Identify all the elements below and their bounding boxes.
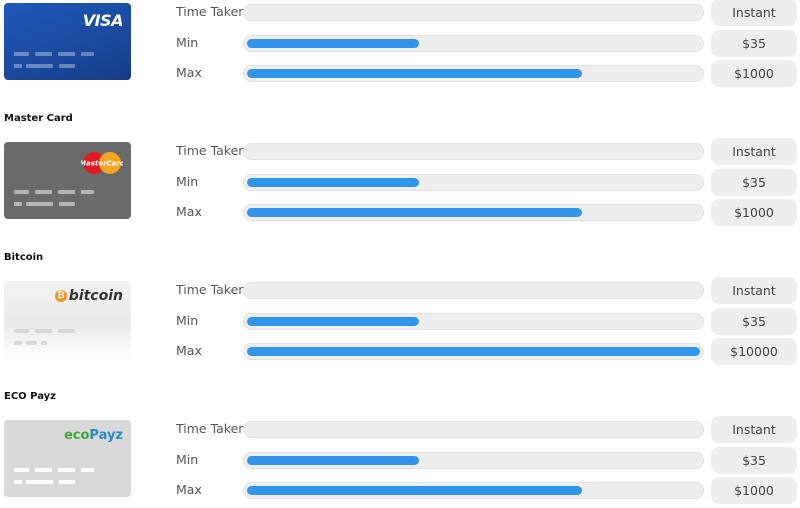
max-label: Max <box>176 65 202 80</box>
time-taken-value: Instant <box>711 416 797 443</box>
max-value: $1000 <box>711 199 797 226</box>
time-taken-label: Time Taken <box>176 143 247 158</box>
card-holder-dash <box>14 202 22 206</box>
ecopayz-logo-payz: Payz <box>89 428 123 443</box>
bitcoin-coin-icon: ₿ <box>54 290 67 302</box>
card-holder-dash <box>14 480 22 484</box>
card-number-dash <box>58 190 75 194</box>
card-number-dash <box>58 329 75 333</box>
max-track <box>243 482 704 499</box>
card-number-dash <box>35 190 52 194</box>
mastercard-logo: MasterCard <box>81 152 123 174</box>
time-taken-label: Time Taken <box>176 282 247 297</box>
max-bar-fill <box>247 486 582 495</box>
max-label: Max <box>176 204 202 219</box>
max-bar-fill <box>247 69 582 78</box>
min-label: Min <box>176 313 199 328</box>
ecopayz-logo-eco: eco <box>63 428 90 443</box>
card-holder-dash <box>26 480 53 484</box>
card-number-dash <box>58 468 75 472</box>
min-value: $35 <box>711 30 797 57</box>
card-number-dash <box>14 329 29 333</box>
min-value: $35 <box>711 308 797 335</box>
min-value: $35 <box>711 447 797 474</box>
min-label: Min <box>176 35 199 50</box>
mastercard-card-image: MasterCard <box>4 142 131 219</box>
time-taken-label: Time Taken <box>176 421 247 436</box>
method-title-ecopayz: ECO Payz <box>4 391 56 402</box>
min-bar-fill <box>247 456 419 465</box>
max-label: Max <box>176 343 202 358</box>
min-bar-fill <box>247 178 419 187</box>
max-label: Max <box>176 482 202 497</box>
visa-card-image: VISA <box>4 3 131 80</box>
card-number-dash <box>35 468 52 472</box>
card-holder-dash <box>14 64 22 68</box>
min-track <box>243 174 704 191</box>
max-track <box>243 343 704 360</box>
card-holder-dash <box>59 64 75 68</box>
card-number-dash <box>14 190 29 194</box>
time-taken-value: Instant <box>711 0 797 26</box>
min-track <box>243 313 704 330</box>
card-number-dash <box>14 52 29 56</box>
bitcoin-logo: ₿ bitcoin <box>54 288 123 304</box>
card-number-dash <box>81 468 94 472</box>
card-number-dash <box>14 468 29 472</box>
method-title-bitcoin: Bitcoin <box>4 252 44 263</box>
max-bar-fill <box>247 347 700 356</box>
mastercard-logo-text: MasterCard <box>81 160 123 168</box>
card-number-dash <box>35 329 52 333</box>
time-taken-track <box>243 4 704 21</box>
max-track <box>243 204 704 221</box>
max-track <box>243 65 704 82</box>
max-value: $1000 <box>711 477 797 504</box>
min-track <box>243 452 704 469</box>
max-bar-fill <box>247 208 582 217</box>
time-taken-track <box>243 421 704 438</box>
visa-logo: VISA <box>82 11 124 30</box>
card-holder-dash <box>14 341 22 345</box>
min-label: Min <box>176 452 199 467</box>
time-taken-label: Time Taken <box>176 4 247 19</box>
ecopayz-logo: ecoPayz <box>64 428 123 443</box>
method-title-mastercard: Master Card <box>4 113 73 124</box>
card-number-dash <box>35 52 52 56</box>
card-holder-dash <box>59 202 75 206</box>
min-bar-fill <box>247 39 419 48</box>
ecopayz-card-image: ecoPayz <box>4 420 131 497</box>
card-holder-dash <box>26 202 53 206</box>
min-bar-fill <box>247 317 419 326</box>
card-holder-dash <box>41 341 47 345</box>
card-holder-dash <box>26 64 53 68</box>
time-taken-track <box>243 282 704 299</box>
min-label: Min <box>176 174 199 189</box>
card-number-dash <box>81 52 94 56</box>
card-number-dash <box>81 190 94 194</box>
min-value: $35 <box>711 169 797 196</box>
card-holder-dash <box>26 341 37 345</box>
card-holder-dash <box>59 480 75 484</box>
bitcoin-logo-text: bitcoin <box>68 288 123 304</box>
max-value: $10000 <box>711 338 797 365</box>
bitcoin-card-image: ₿ bitcoin <box>4 281 131 358</box>
time-taken-value: Instant <box>711 138 797 165</box>
time-taken-value: Instant <box>711 277 797 304</box>
card-number-dash <box>58 52 75 56</box>
min-track <box>243 35 704 52</box>
max-value: $1000 <box>711 60 797 87</box>
time-taken-track <box>243 143 704 160</box>
